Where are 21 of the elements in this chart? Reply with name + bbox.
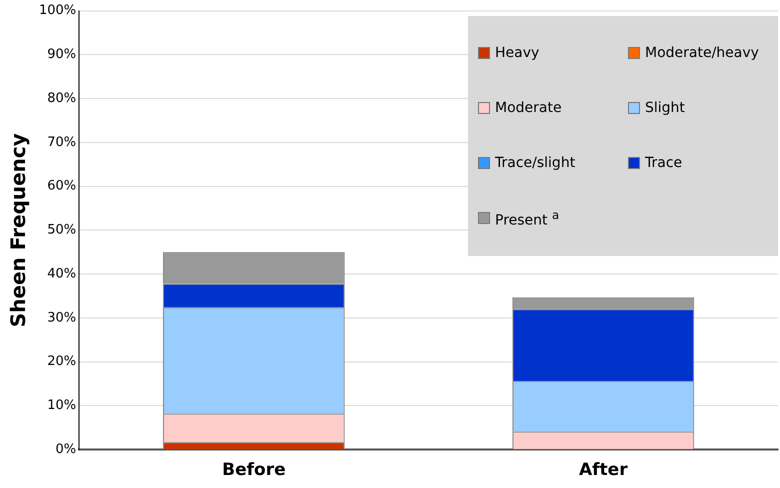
y-tick-label: 50% [47, 222, 76, 238]
y-tick-label: 70% [47, 134, 76, 150]
y-tick-label: 90% [47, 47, 76, 62]
legend-label: Heavy [495, 45, 540, 62]
y-tick-label: 0% [56, 442, 76, 457]
y-tick-label: 60% [47, 178, 76, 194]
x-tick-label: After [578, 460, 628, 480]
y-tick-label: 20% [47, 354, 76, 370]
legend-label: Present $^{a}$ [495, 208, 560, 229]
y-tick-label: 30% [47, 310, 76, 326]
legend-label: Moderate [495, 100, 562, 116]
legend-label: Moderate/heavy [645, 45, 759, 62]
legend-label: Slight [645, 100, 685, 116]
y-tick-label: 80% [47, 90, 76, 106]
y-tick-label: 40% [47, 266, 76, 282]
y-tick-label: 100% [38, 3, 76, 18]
x-tick-label: Before [222, 460, 286, 480]
legend-label: Trace/slight [495, 155, 576, 172]
y-tick-label: 10% [47, 398, 76, 414]
y-axis-title: Sheen Frequency [6, 133, 30, 328]
legend-label: Trace [645, 155, 682, 172]
